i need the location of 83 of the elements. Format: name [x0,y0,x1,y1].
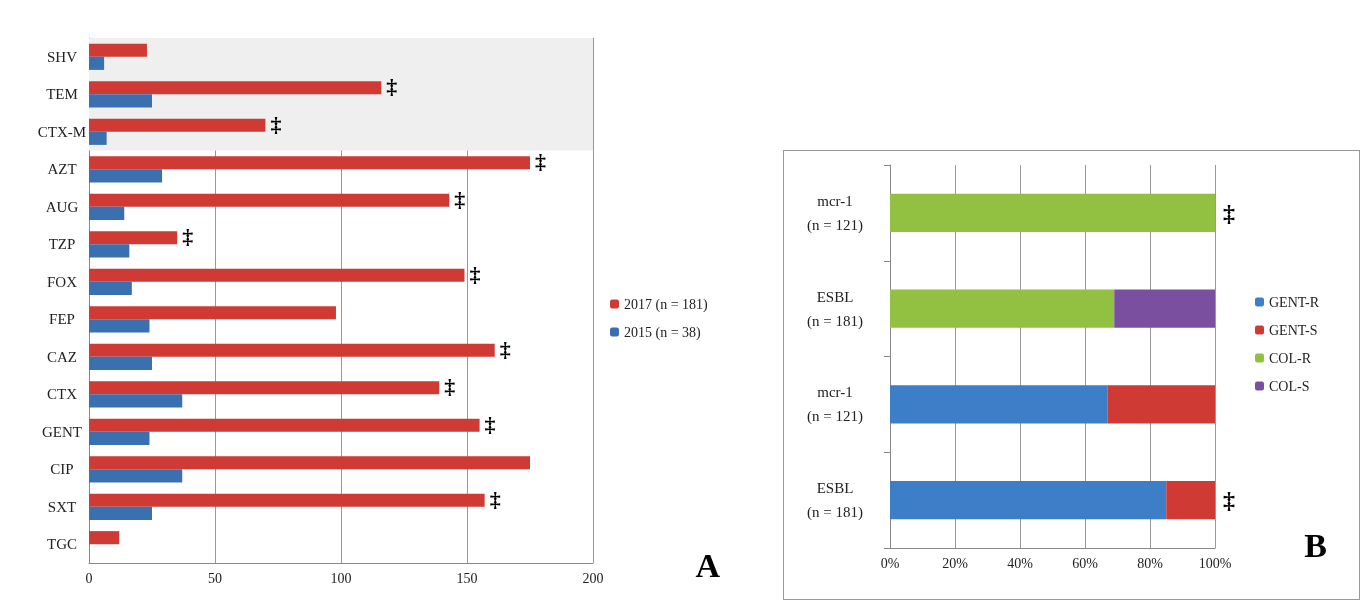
bar [1114,289,1215,328]
y-tick-label: TEM [46,86,78,103]
x-tick-label: 100 [330,570,352,586]
y-tick-label: SHV [46,48,78,65]
annotation: ‡ [489,486,501,512]
x-tick-label: 80% [1137,555,1164,571]
text: ‡ [1223,487,1235,514]
bar [89,118,266,132]
bar [89,206,125,220]
annotation: ‡ [535,149,546,175]
bar [1107,385,1215,424]
y-tick-label: SXT [47,498,77,515]
bar [89,43,147,57]
y-tick-label: CAZ [47,348,77,365]
bar [89,319,150,333]
bar [89,394,183,408]
x-tick-label: 60% [1072,555,1099,571]
bar [89,94,152,108]
annotation: ‡ [386,74,398,100]
annotation: ‡ [499,336,511,362]
bar [890,480,1167,520]
bar [89,506,152,520]
y-tick-label: FOX [46,273,78,290]
annotation: ‡ [484,411,496,437]
x-tick-label: 0% [880,555,900,571]
bar [89,469,183,483]
bar [89,306,336,320]
x-tick-label: 150 [456,570,478,586]
y-tick-label: AZT [47,161,77,178]
y-tick-label: ESBL (n = 181) [807,288,863,330]
y-tick-label: GENT [42,423,82,440]
annotation: ‡ [469,261,481,287]
y-tick-label: ESBL (n = 181) [807,480,863,522]
x-tick-label: 40% [1007,555,1034,571]
bar [89,56,105,70]
y-tick-label: AUG [45,198,79,215]
x-tick-label: 50 [208,570,222,586]
bar [890,289,1115,328]
legend-label: GENT-R [1269,294,1320,310]
annotation: ‡ [182,224,194,250]
bar [890,193,1215,233]
bar [89,268,465,282]
bar [89,356,152,370]
bar [89,343,495,357]
y-tick-label: mcr-1 (n = 121) [807,384,863,426]
bar [89,381,440,395]
y-tick-label: CTX [47,386,78,403]
y-tick-label: TGC [47,536,77,553]
text: ‡ [1223,199,1235,226]
legend-label: 2015 (n = 38) [624,324,702,341]
text: B [1304,526,1328,564]
bar [89,456,530,470]
x-tick-label: 0 [85,570,93,586]
annotation: ‡ [270,111,282,137]
y-tick-label: FEP [49,311,75,328]
annotation: ‡ [454,186,466,212]
bar [89,244,130,258]
y-tick-label: mcr-1 (n = 121) [807,192,863,234]
x-tick-label: 20% [942,555,969,571]
bar [89,169,163,183]
bar [1166,480,1215,520]
bar [89,193,450,207]
bar [89,231,178,245]
legend-label: COL-R [1269,350,1312,366]
text: A [695,546,721,584]
bar [89,81,382,95]
legend-label: GENT-S [1269,322,1318,338]
y-tick-label: TZP [48,236,76,253]
bar [890,385,1108,424]
bar [89,131,107,145]
legend-label: 2017 (n = 181) [624,296,709,313]
bar [89,418,480,432]
bar [89,281,132,295]
y-tick-label: CIP [50,461,74,478]
annotation: ‡ [444,374,456,400]
legend-label: COL-S [1269,378,1310,394]
y-tick-label: CTX-M [37,123,87,140]
x-tick-label: 200 [582,570,604,586]
x-tick-label: 100% [1198,555,1232,571]
bar [89,156,530,170]
bar [89,431,150,445]
bar [89,531,120,545]
bar [89,493,485,507]
